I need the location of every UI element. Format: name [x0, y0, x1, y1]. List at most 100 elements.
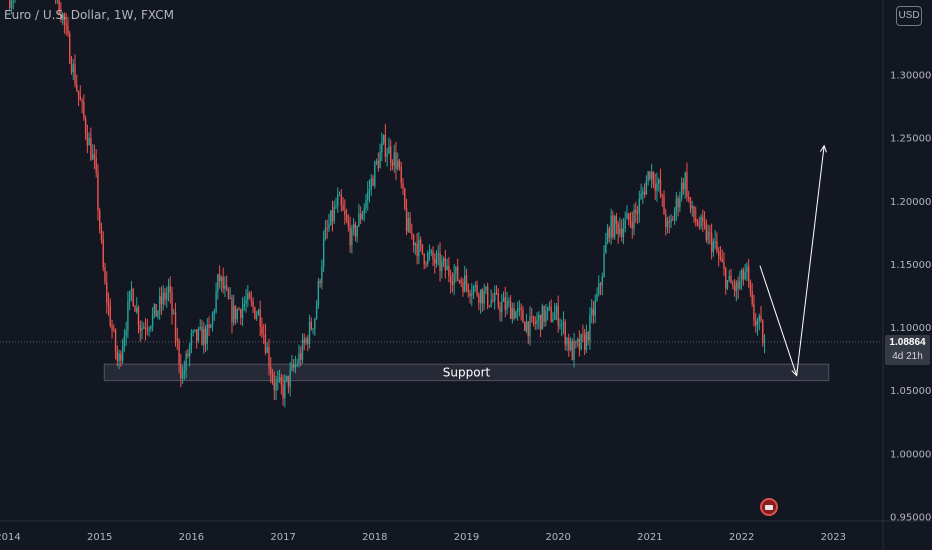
candle — [495, 285, 498, 295]
candle — [234, 305, 237, 325]
candle — [640, 183, 642, 201]
up-arrow[interactable] — [796, 144, 827, 376]
projection-arrows[interactable] — [759, 144, 827, 377]
candle — [287, 375, 290, 394]
candle — [562, 311, 565, 335]
candle — [143, 322, 145, 330]
x-tick-label: 2020 — [545, 532, 570, 543]
candle — [642, 186, 644, 205]
candle — [411, 223, 413, 240]
candle — [308, 314, 311, 349]
x-tick-label: 2016 — [179, 532, 204, 543]
candle — [416, 233, 418, 265]
candle — [254, 306, 256, 320]
candle — [478, 292, 480, 311]
candle — [456, 258, 459, 282]
support-zone-rect[interactable] — [103, 363, 830, 382]
candle — [386, 147, 388, 167]
candle — [728, 269, 730, 283]
y-tick-label: 1.10000 — [890, 323, 931, 334]
candle — [294, 355, 297, 374]
candle — [742, 267, 745, 286]
candle — [12, 0, 14, 10]
candle — [730, 268, 732, 284]
candle — [195, 329, 198, 349]
candle — [388, 137, 390, 155]
candle — [109, 298, 111, 328]
candle — [368, 179, 371, 203]
candle — [384, 123, 387, 163]
candle — [687, 190, 690, 203]
candle — [173, 308, 175, 315]
candle — [210, 323, 212, 329]
candle — [127, 291, 129, 339]
candle — [506, 291, 508, 315]
candle — [206, 318, 208, 351]
candle — [740, 268, 743, 290]
candle — [622, 218, 625, 245]
candle — [97, 164, 99, 221]
candle — [539, 314, 542, 338]
symbol-title[interactable]: Euro / U.S. Dollar, 1W, FXCM — [4, 8, 174, 22]
currency-badge[interactable]: USD — [896, 6, 922, 26]
candle — [326, 219, 328, 239]
candle — [391, 159, 394, 171]
candle — [150, 325, 152, 332]
candle — [300, 346, 302, 367]
support-zone-label: Support — [443, 365, 491, 379]
candle — [248, 291, 251, 300]
candle — [707, 224, 709, 245]
candle — [719, 245, 722, 262]
candle — [501, 294, 503, 322]
candle — [352, 217, 355, 236]
candle — [472, 285, 475, 299]
candle — [252, 297, 254, 314]
candle — [285, 375, 288, 383]
candle — [155, 303, 157, 317]
candle — [263, 323, 265, 345]
candle — [523, 321, 526, 332]
candle — [613, 215, 616, 240]
candle — [91, 144, 94, 161]
candle — [591, 299, 593, 324]
candle — [746, 262, 748, 282]
candle — [465, 268, 468, 292]
candle — [208, 316, 210, 337]
candle — [703, 211, 706, 230]
candle — [529, 306, 531, 346]
candle — [474, 281, 477, 292]
candle — [580, 333, 582, 351]
candle — [598, 275, 600, 297]
candle — [99, 207, 101, 234]
candle — [84, 115, 87, 140]
candle — [532, 315, 535, 327]
candle — [418, 232, 420, 264]
candle — [227, 287, 230, 300]
candle — [188, 342, 191, 367]
candle — [370, 173, 372, 196]
candle — [732, 280, 734, 290]
candle — [292, 358, 295, 372]
candle — [760, 306, 762, 323]
candle — [88, 132, 90, 146]
candle — [328, 213, 330, 232]
candle — [698, 216, 700, 230]
candle — [419, 236, 422, 252]
economic-event-icon[interactable] — [760, 498, 778, 516]
candle — [121, 338, 124, 364]
candle — [582, 324, 584, 342]
candle — [356, 225, 358, 243]
candle — [271, 368, 274, 385]
support-zone[interactable]: Support — [103, 363, 830, 382]
candle — [282, 375, 284, 406]
candle — [531, 307, 533, 323]
candle — [442, 256, 445, 267]
candle — [284, 374, 286, 408]
down-arrow[interactable] — [759, 265, 799, 377]
candle — [513, 302, 515, 321]
candle — [247, 285, 249, 307]
candle — [134, 305, 136, 312]
candle — [536, 312, 538, 330]
candle — [726, 280, 729, 291]
